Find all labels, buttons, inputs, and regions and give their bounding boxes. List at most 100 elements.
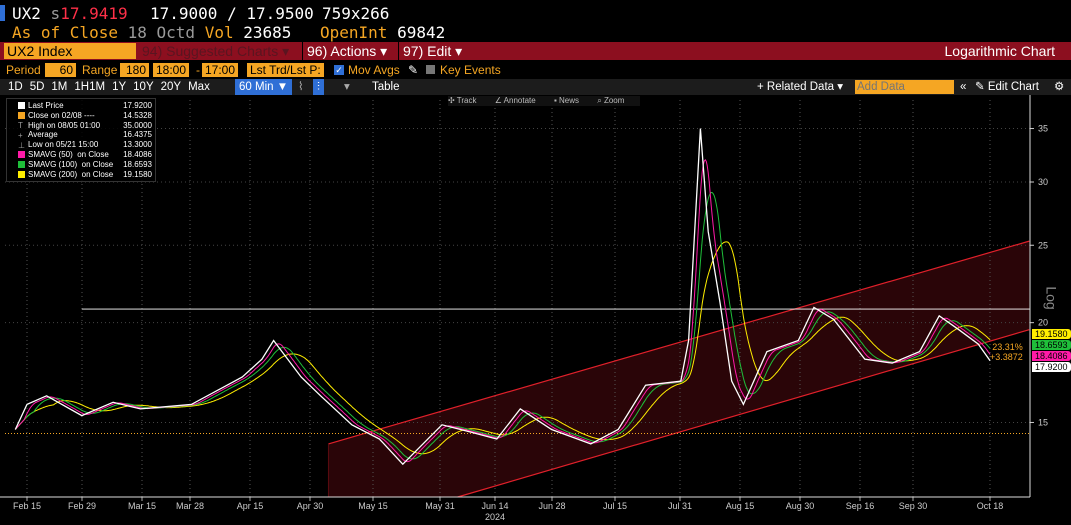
actions-menu[interactable]: 96) Actions ▾: [302, 42, 387, 60]
year-label: 2024: [485, 512, 505, 522]
edit-chart-label: Edit Chart: [987, 81, 1039, 93]
pencil-icon[interactable]: ✎: [408, 63, 419, 77]
annotation-pct: 23.31%: [992, 342, 1023, 352]
edit-menu[interactable]: 97) Edit ▾: [398, 42, 462, 60]
chart-style-dropdown[interactable]: ▾: [344, 81, 350, 93]
range-10y[interactable]: 10Y: [133, 81, 154, 93]
volume: 23685: [243, 23, 292, 42]
news-tool[interactable]: ▪ News: [553, 96, 580, 105]
gear-icon[interactable]: ⚙: [1054, 81, 1065, 93]
range-1h1m[interactable]: 1H1M: [74, 81, 106, 93]
settings-row: Period 60 Range 180 18:00 - 17:00 Lst Tr…: [0, 63, 1071, 79]
x-tick-label: May 15: [358, 501, 388, 511]
period-input[interactable]: 60: [45, 63, 76, 77]
y-tick-label: 25: [1038, 240, 1048, 250]
ticker-marker: [0, 5, 5, 21]
table-button[interactable]: Table: [372, 81, 400, 93]
zoom-label: Zoom: [603, 96, 625, 105]
range-5d[interactable]: 5D: [29, 81, 45, 93]
x-tick-label: Jun 14: [481, 501, 508, 511]
x-tick-label: Sep 30: [899, 501, 928, 511]
legend-label: Average: [28, 130, 58, 140]
bar-chart-icon[interactable]: ⫶: [313, 79, 324, 95]
y-tick-label: 30: [1038, 177, 1048, 187]
price-chart[interactable]: Feb 15 Feb 29 Mar 15 Mar 28 Apr 15 Apr 30 May …: [0, 95, 1071, 525]
legend-swatch: [18, 112, 25, 120]
period-label: Period: [6, 63, 41, 77]
range-1y[interactable]: 1Y: [112, 81, 127, 93]
x-tick-label: Jul 15: [603, 501, 627, 511]
price-label: 19.1580: [1032, 329, 1071, 339]
open-interest: 69842: [397, 23, 446, 42]
x-tick-label: Mar 15: [128, 501, 156, 511]
legend-label: Low on 05/21 15:00: [28, 140, 99, 150]
y-tick-label: 35: [1038, 124, 1048, 134]
collapse-button[interactable]: «: [960, 81, 967, 93]
legend-marker-icon: ⊥: [18, 140, 25, 150]
legend-marker-icon: T: [18, 120, 23, 130]
key-events-label: Key Events: [440, 63, 501, 77]
legend-label: Last Price: [28, 101, 64, 110]
chart-type-title: Logarithmic Chart: [944, 43, 1056, 59]
edit-chart-button[interactable]: ✎ Edit Chart: [975, 81, 1039, 93]
x-tick-label: Aug 15: [726, 501, 755, 511]
as-of-date: 18 Octd: [127, 23, 196, 42]
range-label: Range: [82, 63, 118, 77]
mov-avgs-checkbox[interactable]: ✓: [334, 65, 344, 75]
x-tick-label: Apr 30: [297, 501, 324, 511]
legend-value: 35.0000: [123, 120, 152, 130]
key-events-checkbox[interactable]: [426, 65, 435, 74]
suggested-charts-menu[interactable]: 94) Suggested Charts ▾: [142, 43, 290, 59]
y-tick-label: 20: [1038, 318, 1048, 328]
last-price: 17.9419: [60, 4, 128, 23]
legend-value: 18.6593: [123, 159, 152, 169]
range-max[interactable]: Max: [188, 81, 210, 93]
price-type-select[interactable]: Lst Trd/Lst P:: [247, 63, 324, 77]
last-price-line: [14, 128, 991, 466]
x-tick-label: Sep 16: [846, 501, 875, 511]
legend-item: Last Price 17.9200: [10, 101, 152, 111]
add-data-input[interactable]: [855, 80, 954, 94]
channel-annotation: 23.31% +3.3872: [990, 342, 1023, 362]
line-chart-icon[interactable]: ⌇: [298, 81, 304, 93]
security-field[interactable]: UX2 Index: [4, 43, 136, 59]
start-time-input[interactable]: 18:00: [153, 63, 190, 77]
legend-value: 19.1580: [123, 169, 152, 179]
range-1m[interactable]: 1M: [51, 81, 68, 93]
end-time-input[interactable]: 17:00: [202, 63, 239, 77]
price-label: 18.4086: [1032, 351, 1071, 361]
legend-label: SMAVG (200) on Close: [28, 169, 114, 179]
chart-tools: ✣ Track ∠ Annotate ▪ News ⌕ Zoom: [448, 96, 641, 106]
annotation-change: +3.3872: [990, 352, 1023, 362]
as-of-label: As of Close: [12, 23, 118, 42]
legend-item: + Average 16.4375: [10, 130, 152, 140]
open-interest-label: OpenInt: [320, 23, 388, 42]
legend-swatch: [18, 170, 25, 178]
legend-label: SMAVG (50) on Close: [28, 149, 109, 159]
track-label: Track: [456, 96, 477, 105]
legend-value: 14.5328: [123, 110, 152, 120]
channel-upper-line: [328, 240, 1030, 445]
range-20y[interactable]: 20Y: [160, 81, 182, 93]
bid-ask: 17.9000 / 17.9500: [150, 4, 314, 23]
price-label: 17.9200: [1032, 362, 1071, 372]
time-dash: -: [196, 63, 200, 77]
legend-value: 17.9200: [123, 101, 152, 110]
x-tick-label: Mar 28: [176, 501, 204, 511]
interval-select[interactable]: 60 Min ▼: [235, 79, 293, 95]
ticker: UX2: [12, 4, 41, 23]
legend-item: ⊥ Low on 05/21 15:00 13.3000: [10, 140, 152, 150]
range-buttons: 1D 5D 1M 1H1M 1Y 10Y 20Y Max: [8, 79, 217, 95]
track-tool[interactable]: ✣ Track: [448, 96, 477, 105]
range-input[interactable]: 180: [120, 63, 149, 77]
legend-value: 18.4086: [123, 149, 152, 159]
zoom-tool[interactable]: ⌕ Zoom: [597, 96, 625, 105]
legend-value: 13.3000: [123, 140, 152, 150]
vol-label: Vol: [204, 23, 234, 42]
legend-swatch: [18, 161, 25, 169]
annotate-tool[interactable]: ∠ Annotate: [494, 96, 536, 105]
range-toolbar: 1D 5D 1M 1H1M 1Y 10Y 20Y Max 60 Min ▼ ⌇ ⫶ ▾ Tab…: [0, 79, 1071, 95]
related-data-button[interactable]: + Related Data ▾: [757, 81, 844, 93]
x-tick-label: Feb 15: [13, 501, 41, 511]
range-1d[interactable]: 1D: [8, 81, 23, 93]
